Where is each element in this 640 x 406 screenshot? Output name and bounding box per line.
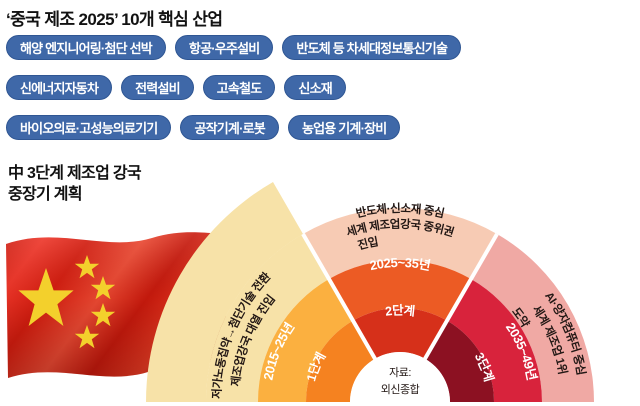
stage-2-desc-line1: 반도체·신소재 중심: [355, 201, 446, 220]
plan-heading-line2: 중장기 계획: [8, 186, 83, 203]
stage-2-ring-outer: [303, 208, 497, 279]
fan-stage-3: AI·양자컴퓨터 중심 세계 제조업 1위 도약 2035~49년 3단계: [425, 234, 594, 402]
source-line1: 자료:: [389, 366, 411, 379]
stage-2-ring-mid: [329, 259, 471, 321]
fan-stage-1: 저가노동집약→첨단기술 전환 제조업강국 대열 진입 2015~25년 1단계: [146, 182, 375, 402]
stage-1-ring-outer: [206, 234, 329, 402]
fan-stage-2: 반도체·신소재 중심 세계 제조업강국 중위권 진입 2025~35년 2단계: [303, 201, 497, 359]
fan-center-hub: 자료: 외신종합: [350, 352, 450, 402]
industry-pill[interactable]: 바이오의료·고성능의료기기: [6, 115, 172, 140]
industry-pill[interactable]: 신소재: [284, 75, 346, 100]
stage-1-outer-band: [146, 182, 303, 402]
stage-3-ring-inner: [425, 320, 494, 402]
industry-pill[interactable]: 고속철도: [202, 75, 276, 100]
industry-pill[interactable]: 반도체 등 차세대정보통신기술: [282, 35, 462, 60]
flag-stars: [18, 255, 116, 349]
stage-2-ring-inner: [353, 308, 447, 359]
industry-pill[interactable]: 공작기계·로봇: [180, 115, 279, 140]
industry-pill-row: 해양 엔지니어링·첨단 선박 항공·우주설비 반도체 등 차세대정보통신기술: [6, 34, 640, 61]
industry-pill[interactable]: 해양 엔지니어링·첨단 선박: [6, 35, 166, 60]
plan-heading: 中 3단계 제조업 강국 중장기 계획: [8, 163, 142, 205]
industry-pill-row: 신에너지자동차 전력설비 고속철도 신소재: [6, 74, 640, 101]
industry-pill[interactable]: 농업용 기계·장비: [287, 115, 401, 140]
stage-1-ring-inner: [306, 320, 375, 402]
industry-pill[interactable]: 항공·우주설비: [174, 35, 274, 60]
industry-pill-list: 해양 엔지니어링·첨단 선박 항공·우주설비 반도체 등 차세대정보통신기술 신…: [6, 34, 640, 154]
stage-2-period: 2025~35년: [368, 255, 431, 273]
source-line2: 외신종합: [381, 383, 420, 396]
page-title: ‘중국 제조 2025’ 10개 핵심 산업: [6, 10, 223, 29]
stage-3-ring-outer: [471, 234, 594, 402]
plan-fan-chart: 저가노동집약→첨단기술 전환 제조업강국 대열 진입 2015~25년 1단계 …: [146, 160, 640, 406]
plan-heading-line1: 中 3단계 제조업 강국: [8, 165, 142, 182]
stage-1-ring-mid: [258, 279, 353, 402]
industry-pill-row: 바이오의료·고성능의료기기 공작기계·로봇 농업용 기계·장비: [6, 114, 640, 141]
stage-2-stage: 2단계: [384, 302, 415, 318]
industry-pill[interactable]: 전력설비: [121, 75, 194, 100]
industry-pill[interactable]: 신에너지자동차: [6, 75, 113, 100]
stage-3-ring-mid: [447, 279, 542, 402]
